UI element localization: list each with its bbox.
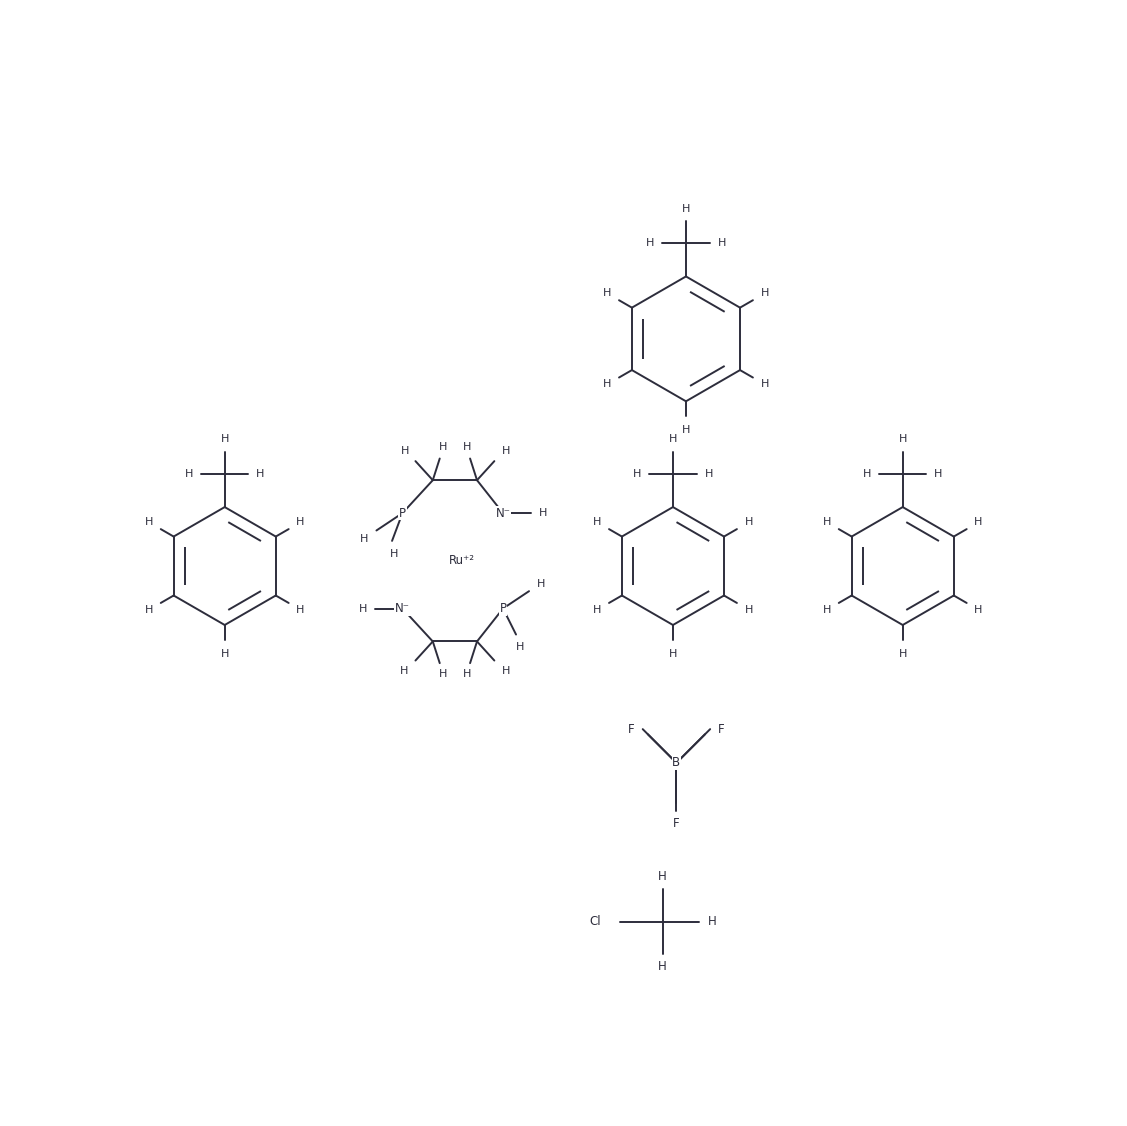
- Text: H: H: [401, 446, 409, 456]
- Text: H: H: [185, 470, 193, 480]
- Text: H: H: [144, 605, 153, 615]
- Text: H: H: [658, 870, 667, 883]
- Text: H: H: [462, 443, 471, 453]
- Text: H: H: [975, 517, 983, 527]
- Text: H: H: [668, 649, 677, 659]
- Text: H: H: [516, 642, 524, 652]
- Text: H: H: [823, 605, 831, 615]
- Text: H: H: [704, 470, 713, 480]
- Text: H: H: [502, 446, 509, 456]
- Text: H: H: [221, 435, 229, 445]
- Text: H: H: [536, 579, 545, 589]
- Text: H: H: [593, 605, 602, 615]
- Text: Cl: Cl: [589, 915, 601, 928]
- Text: H: H: [358, 604, 366, 614]
- Text: H: H: [144, 517, 153, 527]
- Text: H: H: [603, 379, 611, 390]
- Text: H: H: [256, 470, 265, 480]
- Text: H: H: [745, 517, 753, 527]
- Text: H: H: [745, 605, 753, 615]
- Text: H: H: [502, 665, 509, 676]
- Text: H: H: [898, 435, 907, 445]
- Text: H: H: [440, 669, 447, 679]
- Text: H: H: [539, 508, 547, 518]
- Text: Ru⁺²: Ru⁺²: [449, 554, 474, 568]
- Text: H: H: [658, 960, 667, 973]
- Text: H: H: [823, 517, 831, 527]
- Text: H: H: [898, 649, 907, 659]
- Text: F: F: [718, 723, 725, 735]
- Text: H: H: [934, 470, 942, 480]
- Text: H: H: [708, 915, 716, 928]
- Text: H: H: [668, 435, 677, 445]
- Text: F: F: [628, 723, 635, 735]
- Text: P: P: [499, 602, 506, 615]
- Text: H: H: [400, 665, 408, 676]
- Text: H: H: [593, 517, 602, 527]
- Text: H: H: [361, 534, 369, 544]
- Text: N⁻: N⁻: [496, 507, 511, 519]
- Text: H: H: [633, 470, 641, 480]
- Text: H: H: [603, 288, 611, 298]
- Text: H: H: [296, 517, 304, 527]
- Text: N⁻: N⁻: [394, 602, 410, 615]
- Text: H: H: [221, 649, 229, 659]
- Text: H: H: [296, 605, 304, 615]
- Text: H: H: [761, 379, 769, 390]
- Text: H: H: [863, 470, 871, 480]
- Text: H: H: [390, 548, 398, 558]
- Text: H: H: [462, 669, 471, 679]
- Text: H: H: [682, 204, 690, 214]
- Text: H: H: [761, 288, 769, 298]
- Text: H: H: [440, 443, 447, 453]
- Text: P: P: [399, 507, 406, 519]
- Text: B: B: [673, 757, 681, 769]
- Text: F: F: [673, 817, 680, 830]
- Text: H: H: [718, 239, 726, 249]
- Text: H: H: [682, 425, 690, 435]
- Text: H: H: [975, 605, 983, 615]
- Text: H: H: [646, 239, 655, 249]
